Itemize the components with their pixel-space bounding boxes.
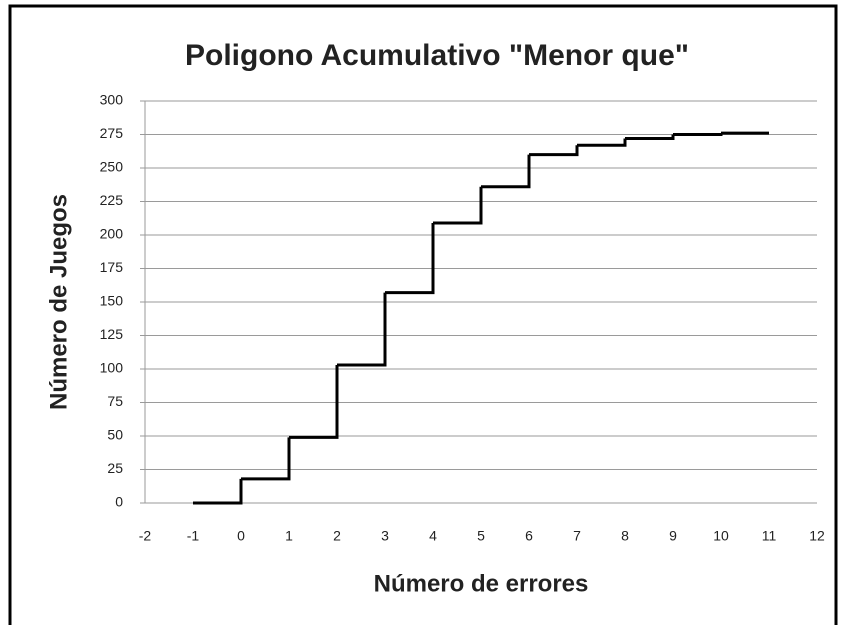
- step-segment: [577, 138, 627, 147]
- frame: [8, 4, 838, 625]
- step-segment: [529, 145, 579, 157]
- x-tick-label: 2: [333, 528, 341, 544]
- y-tick-label: 150: [100, 293, 124, 309]
- step-segment: [673, 133, 723, 136]
- y-tick-label: 100: [100, 360, 124, 376]
- step-segment: [385, 222, 435, 295]
- x-tick-label: 3: [381, 528, 389, 544]
- x-tick-label: 1: [285, 528, 293, 544]
- x-tick-label: 12: [809, 528, 825, 544]
- y-axis-label: Número de Juegos: [45, 194, 72, 410]
- step-segment: [193, 478, 243, 505]
- y-tick-label: 225: [100, 192, 124, 208]
- step-segment: [625, 134, 675, 141]
- y-tick-label: 25: [107, 460, 123, 476]
- y-tick-label: 125: [100, 326, 124, 342]
- x-tick-label: 7: [573, 528, 581, 544]
- step-segment: [289, 364, 339, 439]
- chart-title: Poligono Acumulativo "Menor que": [185, 39, 689, 72]
- y-tick-label: 300: [100, 92, 124, 108]
- x-tick-label: 9: [669, 528, 677, 544]
- x-tick-label: -2: [139, 528, 152, 544]
- y-tick-label: 275: [100, 125, 124, 141]
- y-tick-label: 75: [107, 393, 123, 409]
- x-tick-label: 10: [713, 528, 729, 544]
- y-tick-label: 175: [100, 259, 124, 275]
- y-tick-label: 200: [100, 226, 124, 242]
- x-tick-label: 11: [762, 528, 777, 544]
- x-tick-label: -1: [187, 528, 200, 544]
- step-segment: [481, 154, 531, 189]
- x-tick-label: 8: [621, 528, 629, 544]
- step-segment: [433, 186, 483, 225]
- y-tick-label: 0: [115, 494, 123, 510]
- x-tick-label: 0: [237, 528, 245, 544]
- x-tick-label: 4: [429, 528, 437, 544]
- x-tick-label: 6: [525, 528, 533, 544]
- x-tick-label: 5: [477, 528, 485, 544]
- y-tick-label: 50: [107, 427, 123, 443]
- x-axis-label: Número de errores: [374, 570, 589, 597]
- y-tick-label: 250: [100, 159, 124, 175]
- step-segment: [337, 292, 387, 367]
- step-segment: [241, 437, 291, 481]
